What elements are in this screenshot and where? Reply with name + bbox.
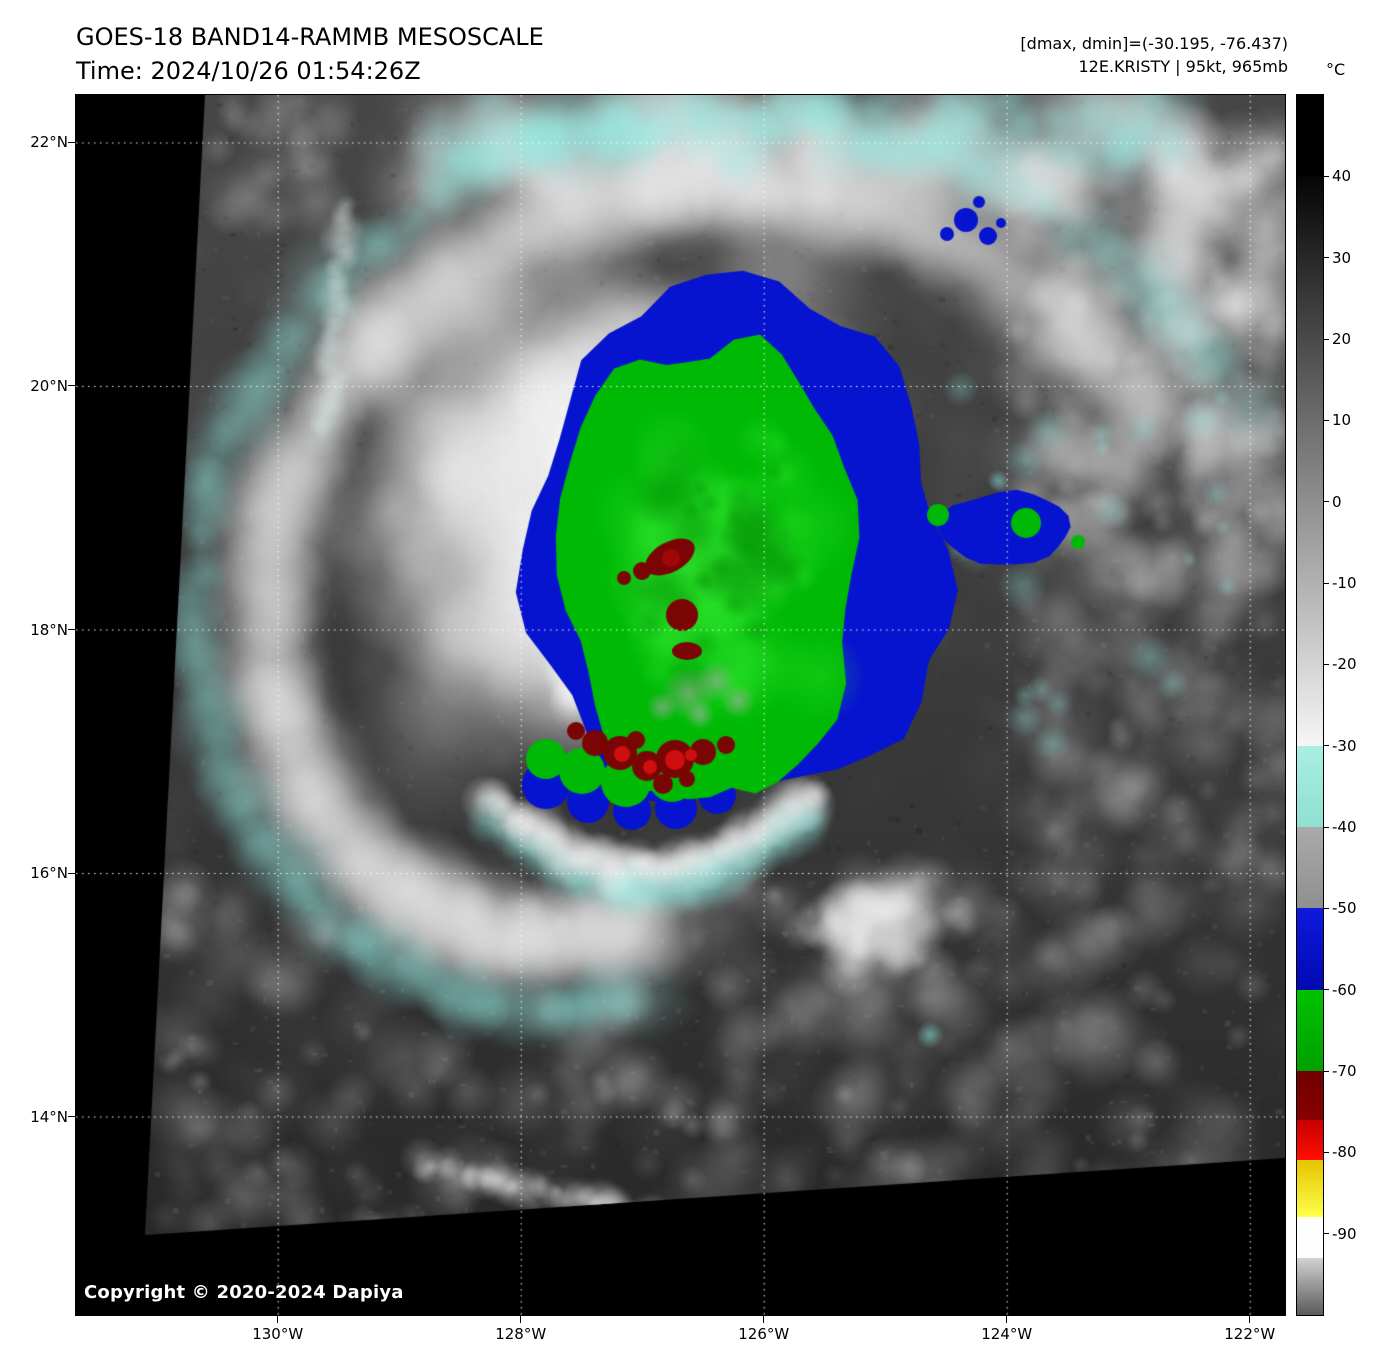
colorbar-segment (1297, 1160, 1323, 1218)
product-time: Time: 2024/10/26 01:54:26Z (76, 57, 421, 85)
colorbar-segment (1297, 826, 1323, 909)
colorbar-tick-label: -80 (1332, 1143, 1357, 1162)
colorbar-tick-mark (1324, 1151, 1329, 1153)
header-left: GOES-18 BAND14-RAMMB MESOSCALE Time: 202… (76, 20, 544, 88)
lat-tick-label: 18°N (30, 620, 68, 639)
colorbar-segment (1297, 908, 1323, 990)
colorbar-tick-mark (1324, 175, 1329, 177)
colorbar-tick-mark (1324, 1233, 1329, 1235)
lon-tick-mark (763, 1316, 765, 1323)
lat-tick-mark (68, 629, 75, 630)
colorbar-tick-label: -40 (1332, 818, 1357, 836)
colorbar-unit-label: °C (1326, 60, 1346, 79)
lon-tick-mark (1006, 1316, 1008, 1323)
header-right: [dmax, dmin]=(-30.195, -76.437) 12E.KRIS… (1020, 32, 1288, 78)
colorbar-segment (1297, 745, 1323, 827)
lat-tick-mark (68, 385, 75, 387)
colorbar-tick-mark (1324, 745, 1329, 747)
lon-tick-label: 122°W (1224, 1325, 1276, 1343)
colorbar-tick-mark (1324, 989, 1329, 991)
colorbar-tick-label: -90 (1332, 1224, 1357, 1243)
colorbar-tick-mark (1324, 419, 1329, 421)
colorbar-tick-label: 40 (1332, 167, 1352, 186)
colorbar-tick-mark (1324, 501, 1329, 503)
colorbar-tick-mark (1324, 907, 1329, 909)
lon-tick-mark (1249, 1316, 1251, 1323)
colorbar-tick-label: 20 (1332, 330, 1352, 348)
colorbar-segment (1297, 1258, 1323, 1315)
lat-tick-label: 16°N (30, 864, 68, 883)
lon-tick-mark (520, 1316, 522, 1323)
lon-tick-label: 130°W (252, 1325, 304, 1343)
product-title: GOES-18 BAND14-RAMMB MESOSCALE (76, 23, 544, 51)
colorbar-tick-label: -50 (1332, 899, 1357, 918)
lon-tick-label: 128°W (495, 1325, 547, 1343)
colorbar-tick-mark (1324, 663, 1329, 665)
colorbar-tick-mark (1324, 1070, 1329, 1072)
lat-tick-mark (68, 872, 75, 874)
colorbar-tick-mark (1324, 257, 1329, 259)
colorbar-tick-label: 0 (1332, 492, 1342, 511)
colorbar-segment (1297, 1217, 1323, 1258)
lat-tick-mark (68, 141, 75, 143)
satellite-map-frame: Copyright © 2020-2024 Dapiya (75, 94, 1286, 1316)
colorbar-tick-label: -10 (1332, 574, 1357, 592)
colorbar-tick-mark (1324, 582, 1329, 584)
colorbar-tick-mark (1324, 826, 1329, 828)
lat-tick-mark (68, 1116, 75, 1118)
colorbar-tick-label: -60 (1332, 980, 1357, 999)
colorbar-segment (1297, 176, 1323, 746)
lat-tick-label: 20°N (30, 376, 68, 395)
temperature-colorbar (1296, 94, 1324, 1316)
lon-tick-label: 126°W (738, 1325, 790, 1343)
colorbar-tick-label: 10 (1332, 411, 1352, 430)
lon-tick-label: 124°W (981, 1325, 1033, 1343)
colorbar-tick-label: -20 (1332, 655, 1357, 674)
lat-tick-label: 22°N (30, 133, 68, 152)
colorbar-segment (1297, 989, 1323, 1071)
colorbar-tick-label: -70 (1332, 1062, 1357, 1080)
colorbar-segment (1297, 1070, 1323, 1120)
copyright-text: Copyright © 2020-2024 Dapiya (84, 1282, 404, 1303)
colorbar-tick-label: -30 (1332, 736, 1357, 755)
lat-tick-label: 14°N (30, 1107, 68, 1126)
colorbar-tick-mark (1324, 338, 1329, 340)
storm-readout: 12E.KRISTY | 95kt, 965mb (1078, 57, 1289, 76)
colorbar-segment (1297, 95, 1323, 177)
colorbar-tick-label: 30 (1332, 248, 1352, 267)
satellite-imagery-canvas (76, 95, 1285, 1315)
lon-tick-mark (277, 1316, 279, 1323)
dmax-dmin-readout: [dmax, dmin]=(-30.195, -76.437) (1020, 34, 1288, 53)
colorbar-segment (1297, 1119, 1323, 1161)
